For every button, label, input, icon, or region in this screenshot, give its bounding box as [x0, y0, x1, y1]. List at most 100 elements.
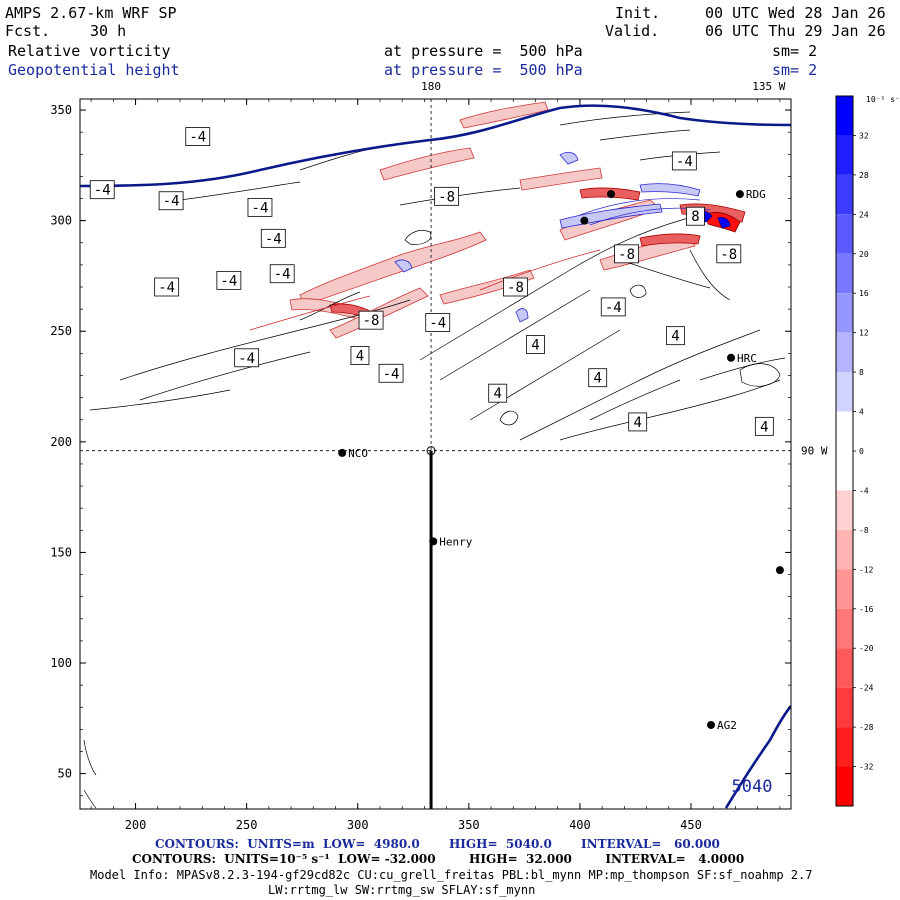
svg-text:4: 4 — [760, 419, 768, 435]
svg-text:RDG: RDG — [746, 188, 766, 201]
colorbar-bin — [836, 411, 853, 451]
station-marker — [580, 216, 589, 225]
svg-text:-4: -4 — [158, 280, 175, 296]
svg-text:4: 4 — [493, 386, 501, 402]
model-physics: LW:rrtmg_lw SW:rrtmg_sw SFLAY:sf_mynn — [268, 883, 536, 897]
svg-text:-8: -8 — [618, 247, 635, 263]
svg-text:4: 4 — [531, 338, 539, 354]
vorticity-contour-label: -4 — [216, 270, 242, 290]
colorbar-label: 20 — [859, 250, 869, 259]
station-marker: NCO — [338, 447, 368, 460]
vorticity-contour-label: 4 — [350, 346, 370, 365]
geopotential-contours — [80, 104, 791, 809]
svg-text:-8: -8 — [363, 313, 380, 329]
colorbar-bin — [836, 766, 853, 806]
vorticity-contour-label: -8 — [434, 186, 460, 206]
colorbar-bin — [836, 608, 853, 649]
model-title: AMPS 2.67-km WRF SP — [5, 4, 177, 22]
x-tick-label: 200 — [125, 818, 147, 832]
vorticity-contour-label: -4 — [269, 264, 295, 284]
colorbar-bin — [836, 332, 853, 373]
meridian-label: 180 — [421, 80, 441, 93]
vorticity-contour-label: -4 — [247, 197, 273, 217]
svg-text:4: 4 — [671, 329, 679, 345]
colorbar-label: 28 — [859, 171, 869, 180]
y-tick-label: 200 — [50, 435, 72, 449]
colorbar-bin — [836, 135, 853, 175]
colorbar-label: -28 — [859, 723, 874, 732]
vorticity-contour-label: 4 — [628, 412, 648, 432]
svg-text:-8: -8 — [720, 247, 737, 263]
field-geopotential: Geopotential height — [8, 61, 180, 79]
svg-text:4: 4 — [593, 371, 601, 387]
colorbar-label: 0 — [859, 447, 864, 456]
y-tick-label: 150 — [50, 545, 72, 559]
init-label: Init. — [615, 4, 661, 22]
svg-text:-4: -4 — [265, 231, 282, 247]
field-vorticity: Relative vorticity — [8, 42, 171, 60]
colorbar-bin — [836, 687, 853, 728]
colorbar-bin — [836, 372, 853, 412]
vorticity-contour-label: -4 — [154, 277, 180, 297]
vorticity-contour-label: -4 — [185, 127, 211, 147]
vorticity-contour-label: 8 — [686, 206, 705, 226]
colorbar-bin — [836, 569, 853, 609]
y-tick-label: 50 — [58, 767, 72, 781]
svg-text:Henry: Henry — [439, 535, 472, 548]
colorbar-label: 4 — [859, 408, 864, 417]
x-tick-label: 450 — [680, 818, 702, 832]
colorbar-label: -20 — [859, 644, 874, 653]
contour-info-vorticity: CONTOURS: UNITS=10⁻⁵ s⁻¹ LOW= -32.000 HI… — [132, 852, 745, 866]
contour-info-height: CONTOURS: UNITS=m LOW= 4980.0 HIGH= 5040… — [155, 837, 720, 851]
colorbar-bin — [836, 451, 853, 491]
station-marker: AG2 — [707, 719, 737, 732]
vorticity-contour-label: -4 — [671, 151, 697, 171]
valid-label: Valid. — [605, 22, 660, 40]
vorticity-contour-label: -4 — [425, 312, 451, 332]
model-info: Model Info: MPASv8.2.3-194-gf29cd82c CU:… — [90, 868, 813, 882]
svg-text:8: 8 — [691, 209, 699, 225]
colorbar-bin — [836, 174, 853, 215]
vorticity-contour-label: 4 — [588, 368, 608, 388]
svg-text:-4: -4 — [676, 154, 693, 170]
svg-text:-8: -8 — [507, 280, 524, 296]
cross-section-origin — [426, 446, 436, 456]
vorticity-contour-label: -8 — [503, 277, 528, 297]
svg-text:-8: -8 — [438, 189, 455, 205]
station-marker: HRC — [727, 352, 757, 365]
svg-text:NCO: NCO — [348, 447, 368, 460]
colorbar-bin — [836, 96, 853, 136]
colorbar: 32 28 24 20 16 12 8 4 0 -4 -8 -12 -16 -20 -24 -28 -32 — [835, 95, 874, 807]
colorbar-bin — [836, 490, 853, 530]
svg-text:-4: -4 — [220, 273, 237, 289]
station-marker: Henry — [429, 535, 473, 548]
station-marker: RDG — [735, 188, 766, 201]
colorbar-label: -16 — [859, 605, 874, 614]
vorticity-contour-label: -4 — [378, 363, 404, 383]
colorbar-label: 24 — [859, 210, 869, 219]
height-contour-label: 5040 — [732, 777, 773, 797]
colorbar-bin — [836, 727, 853, 767]
svg-text:-4: -4 — [189, 130, 206, 146]
vorticity-contour-label: -4 — [89, 180, 115, 200]
x-tick-label: 350 — [458, 818, 480, 832]
vorticity-contour-label: -8 — [716, 244, 742, 264]
svg-text:4: 4 — [356, 349, 364, 365]
svg-text:-4: -4 — [274, 267, 291, 283]
vorticity-contour-label: -4 — [234, 348, 260, 368]
meridian-label: 90 W — [801, 445, 828, 458]
svg-text:-4: -4 — [605, 300, 622, 316]
y-tick-label: 100 — [50, 656, 72, 670]
colorbar-label: -4 — [859, 486, 869, 495]
colorbar-bin — [836, 253, 853, 294]
vorticity-contour-label: 4 — [488, 383, 508, 403]
meridian-label: 135 W — [752, 80, 785, 93]
vorticity-contour-label: -8 — [358, 310, 384, 330]
svg-text:-4: -4 — [383, 366, 400, 382]
station-marker — [775, 566, 784, 575]
valid-value: 06 UTC Thu 29 Jan 26 — [705, 22, 886, 40]
vorticity-contour-label: -4 — [260, 228, 286, 248]
vorticity-contour-label: -4 — [158, 191, 184, 211]
svg-text:-4: -4 — [94, 183, 111, 199]
svg-text:-4: -4 — [252, 200, 269, 216]
